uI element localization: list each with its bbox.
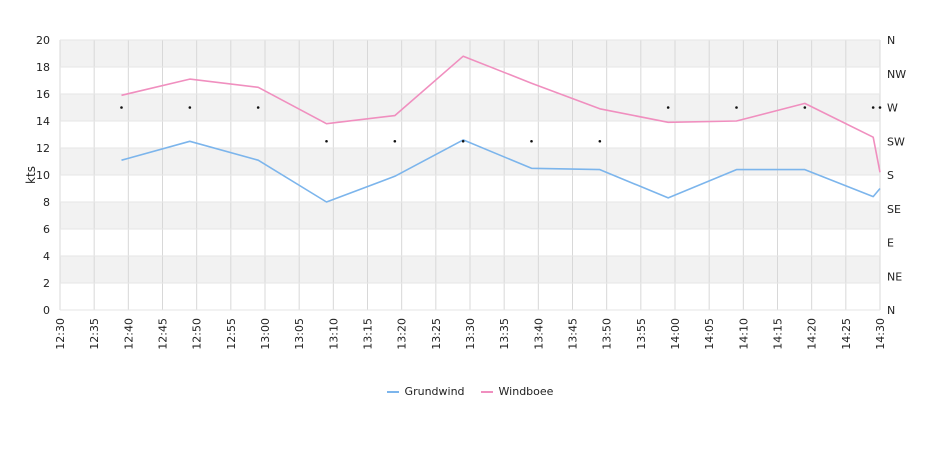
x-tick-label: 13:25 bbox=[430, 318, 443, 350]
x-tick-label: 14:30 bbox=[874, 318, 887, 350]
x-tick-label: 12:55 bbox=[225, 318, 238, 350]
y-axis-ticks: 0 2 4 6 8 10 12 14 16 18 20 bbox=[36, 34, 50, 317]
direction-tick-label: NE bbox=[887, 270, 902, 283]
x-tick-label: 14:10 bbox=[737, 318, 750, 350]
direction-marker bbox=[461, 139, 465, 143]
x-tick-label: 13:20 bbox=[396, 318, 409, 350]
legend-label-grundwind: Grundwind bbox=[404, 385, 465, 398]
x-tick-label: 14:15 bbox=[772, 318, 785, 350]
x-tick-label: 13:30 bbox=[464, 318, 477, 350]
y-tick-label: 16 bbox=[36, 88, 50, 101]
x-tick-label: 13:50 bbox=[601, 318, 614, 350]
direction-marker bbox=[598, 139, 602, 143]
x-tick-label: 14:05 bbox=[703, 318, 716, 350]
y-axis-title: kts bbox=[24, 166, 38, 184]
direction-marker bbox=[120, 106, 123, 109]
y-tick-label: 8 bbox=[43, 196, 50, 209]
x-tick-label: 12:40 bbox=[122, 318, 135, 350]
direction-marker bbox=[803, 106, 807, 109]
direction-marker bbox=[666, 106, 670, 109]
x-tick-label: 12:30 bbox=[54, 318, 67, 350]
x-tick-label: 13:15 bbox=[362, 318, 375, 350]
direction-tick-label: W bbox=[887, 102, 898, 115]
direction-marker bbox=[878, 106, 882, 109]
direction-markers bbox=[120, 106, 882, 143]
x-tick-label: 12:50 bbox=[191, 318, 204, 350]
chart-legend: Grundwind Windboee bbox=[0, 385, 940, 398]
y-tick-label: 4 bbox=[43, 250, 50, 263]
y-tick-label: 14 bbox=[36, 115, 50, 128]
series-line-windboee bbox=[121, 55, 881, 173]
direction-marker bbox=[256, 106, 260, 109]
direction-tick-label: NW bbox=[887, 68, 906, 81]
series-lines bbox=[121, 55, 881, 203]
legend-label-windboee: Windboee bbox=[498, 385, 554, 398]
y-tick-label: 18 bbox=[36, 61, 50, 74]
direction-tick-label: SE bbox=[887, 203, 901, 216]
direction-tick-label: N bbox=[887, 304, 895, 317]
x-tick-label: 13:55 bbox=[635, 318, 648, 350]
series-line-grundwind bbox=[121, 139, 881, 203]
direction-marker bbox=[871, 106, 875, 109]
x-tick-label: 14:00 bbox=[669, 318, 682, 350]
legend-item-grundwind[interactable]: Grundwind bbox=[386, 385, 465, 398]
direction-tick-label: SW bbox=[887, 135, 905, 148]
x-tick-label: 12:45 bbox=[157, 318, 170, 350]
y-tick-label: 0 bbox=[43, 304, 50, 317]
direction-marker bbox=[188, 106, 192, 109]
x-tick-label: 12:35 bbox=[88, 318, 101, 350]
y-tick-label: 10 bbox=[36, 169, 50, 182]
x-tick-label: 13:10 bbox=[327, 318, 340, 350]
y-tick-label: 2 bbox=[43, 277, 50, 290]
y-tick-label: 20 bbox=[36, 34, 50, 47]
direction-marker bbox=[735, 106, 738, 109]
x-axis-ticks: 12:30 12:35 12:40 12:45 12:50 12:55 13:00 13:05… bbox=[54, 318, 887, 350]
direction-marker bbox=[530, 139, 533, 143]
x-tick-label: 13:40 bbox=[532, 318, 545, 350]
x-tick-label: 13:35 bbox=[498, 318, 511, 350]
direction-tick-label: S bbox=[887, 169, 894, 182]
x-tick-label: 13:05 bbox=[293, 318, 306, 350]
y-tick-label: 12 bbox=[36, 142, 50, 155]
direction-marker bbox=[393, 139, 397, 143]
direction-tick-label: E bbox=[887, 237, 894, 250]
x-tick-label: 13:00 bbox=[259, 318, 272, 350]
x-tick-label: 13:45 bbox=[567, 318, 580, 350]
direction-tick-label: N bbox=[887, 34, 895, 47]
legend-item-windboee[interactable]: Windboee bbox=[480, 385, 554, 398]
legend-swatch-windboee bbox=[480, 391, 493, 393]
x-tick-label: 14:25 bbox=[840, 318, 853, 350]
direction-marker bbox=[325, 139, 328, 143]
direction-axis-ticks: N NE E SE S SW W NW N bbox=[887, 34, 906, 317]
legend-swatch-grundwind bbox=[386, 391, 399, 393]
x-tick-label: 14:20 bbox=[806, 318, 819, 350]
horizontal-grid bbox=[60, 39, 880, 311]
y-tick-label: 6 bbox=[43, 223, 50, 236]
